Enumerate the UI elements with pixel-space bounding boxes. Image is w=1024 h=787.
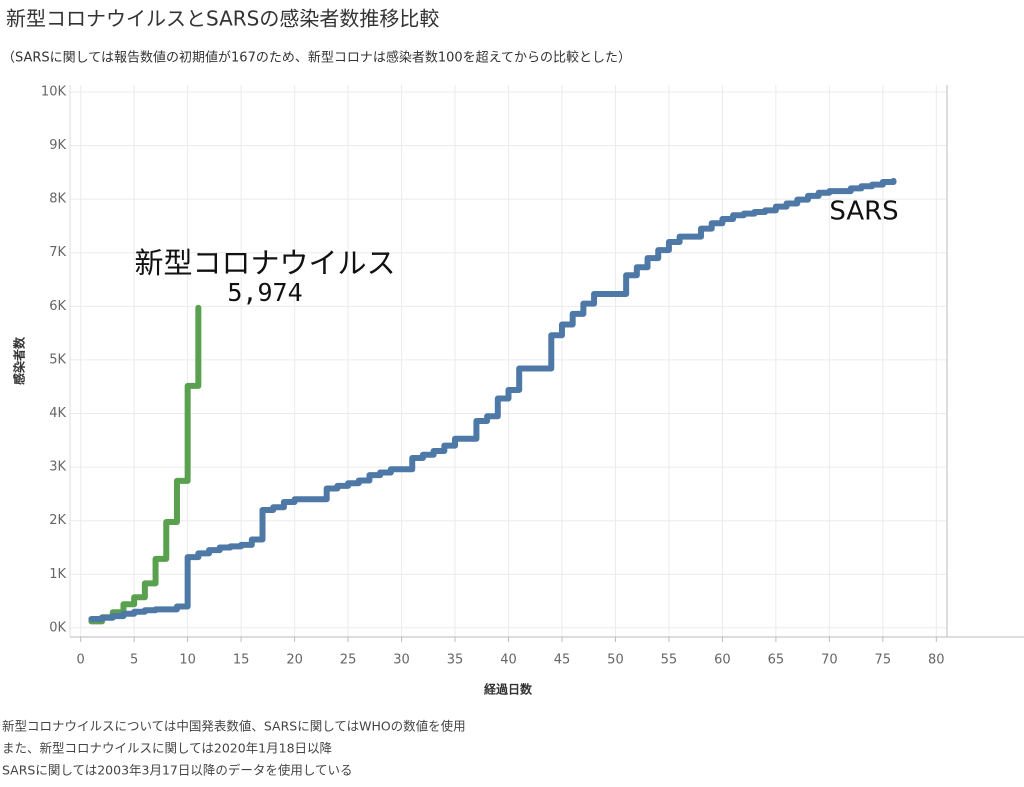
y-tick-label: 3K [49,460,66,475]
series-line [88,177,897,622]
footnote: また、新型コロナウイルスに関しては2020年1月18日以降 [2,741,333,756]
x-tick-label: 45 [554,653,571,668]
x-tick-label: 65 [768,653,785,668]
chart-subtitle: （SARSに関しては報告数値の初期値が167のため、新型コロナは感染者数100を… [2,50,631,66]
x-tick-label: 0 [77,653,85,668]
x-tick-label: 80 [928,653,945,668]
x-tick-label: 10 [179,653,196,668]
x-tick-label: 50 [607,653,624,668]
series-label: 新型コロナウイルス [134,246,395,280]
y-tick-label: 10K [41,84,67,99]
y-tick-label: 2K [49,513,66,528]
x-tick-label: 55 [661,653,678,668]
x-tick-label: 35 [447,653,464,668]
footnote: SARSに関しては2003年3月17日以降のデータを使用している [2,763,353,778]
x-tick-label: 15 [233,653,250,668]
footnote: 新型コロナウイルスについては中国発表数値、SARSに関してはWHOの数値を使用 [2,719,466,734]
x-tick-label: 75 [875,653,892,668]
y-tick-label: 1K [49,567,66,582]
x-tick-label: 25 [340,653,357,668]
y-tick-label: 5K [49,352,66,367]
x-tick-label: 70 [821,653,838,668]
y-tick-label: 6K [49,299,66,314]
y-tick-label: 8K [49,192,66,207]
x-tick-label: 20 [286,653,303,668]
x-tick-label: 40 [500,653,517,668]
y-tick-label: 0K [49,620,66,635]
x-axis-label: 経過日数 [484,682,533,697]
y-tick-label: 9K [49,138,66,153]
y-tick-label: 4K [49,406,66,421]
series-label: SARS [829,197,898,227]
x-tick-label: 60 [714,653,731,668]
data-label: 5,974 [227,278,302,307]
x-tick-label: 5 [130,653,138,668]
y-tick-label: 7K [49,245,66,260]
y-axis-label: 感染者数 [12,336,27,385]
chart-title: 新型コロナウイルスとSARSの感染者数推移比較 [6,7,439,31]
x-tick-label: 30 [393,653,410,668]
